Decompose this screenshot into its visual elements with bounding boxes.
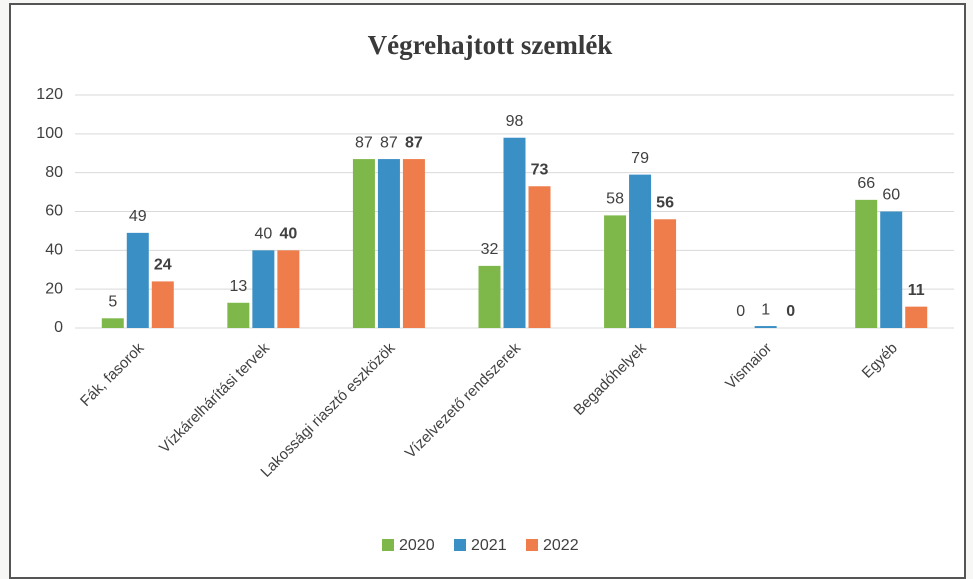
chart-title: Végrehajtott szemlék xyxy=(368,30,613,60)
bar xyxy=(654,219,677,328)
y-tick-label: 120 xyxy=(36,86,63,103)
bar xyxy=(905,306,928,328)
data-label: 79 xyxy=(631,150,649,167)
data-label: 87 xyxy=(405,134,423,151)
bar xyxy=(880,211,903,328)
legend-label: 2020 xyxy=(399,537,435,554)
y-tick-label: 20 xyxy=(45,280,63,297)
y-tick-label: 40 xyxy=(45,242,63,259)
data-label: 98 xyxy=(506,113,524,130)
bar xyxy=(277,250,300,328)
bar xyxy=(227,302,250,328)
bar xyxy=(629,174,652,328)
data-label: 40 xyxy=(279,226,297,243)
data-label: 58 xyxy=(606,191,624,208)
data-label: 0 xyxy=(736,303,745,320)
data-label: 5 xyxy=(108,294,117,311)
data-label: 24 xyxy=(154,257,172,274)
data-label: 49 xyxy=(129,208,147,225)
data-label: 0 xyxy=(786,303,795,320)
legend-swatch xyxy=(454,539,466,551)
bar xyxy=(855,199,878,328)
legend-swatch xyxy=(526,539,538,551)
data-label: 32 xyxy=(481,241,499,258)
bar xyxy=(604,215,627,328)
bar xyxy=(402,159,425,328)
bar xyxy=(377,159,400,328)
y-tick-label: 60 xyxy=(45,203,63,220)
data-label: 87 xyxy=(355,134,373,151)
y-tick-label: 80 xyxy=(45,164,63,181)
data-label: 60 xyxy=(882,187,900,204)
data-label: 1 xyxy=(761,301,770,318)
bar xyxy=(352,159,375,328)
data-label: 87 xyxy=(380,134,398,151)
data-label: 66 xyxy=(857,175,875,192)
bar xyxy=(126,232,149,328)
data-label: 73 xyxy=(531,161,549,178)
y-tick-label: 0 xyxy=(54,319,63,336)
data-label: 56 xyxy=(656,194,674,211)
legend-swatch xyxy=(382,539,394,551)
legend-label: 2022 xyxy=(543,537,579,554)
data-label: 13 xyxy=(229,278,247,295)
legend-label: 2021 xyxy=(471,537,507,554)
data-label: 11 xyxy=(908,282,925,299)
bar xyxy=(101,318,124,328)
bar xyxy=(754,326,777,328)
bar xyxy=(478,265,501,328)
y-tick-label: 100 xyxy=(36,125,63,142)
bar xyxy=(528,186,551,328)
data-label: 40 xyxy=(254,226,272,243)
bar xyxy=(252,250,275,328)
bar xyxy=(151,281,174,328)
bar xyxy=(503,137,526,328)
